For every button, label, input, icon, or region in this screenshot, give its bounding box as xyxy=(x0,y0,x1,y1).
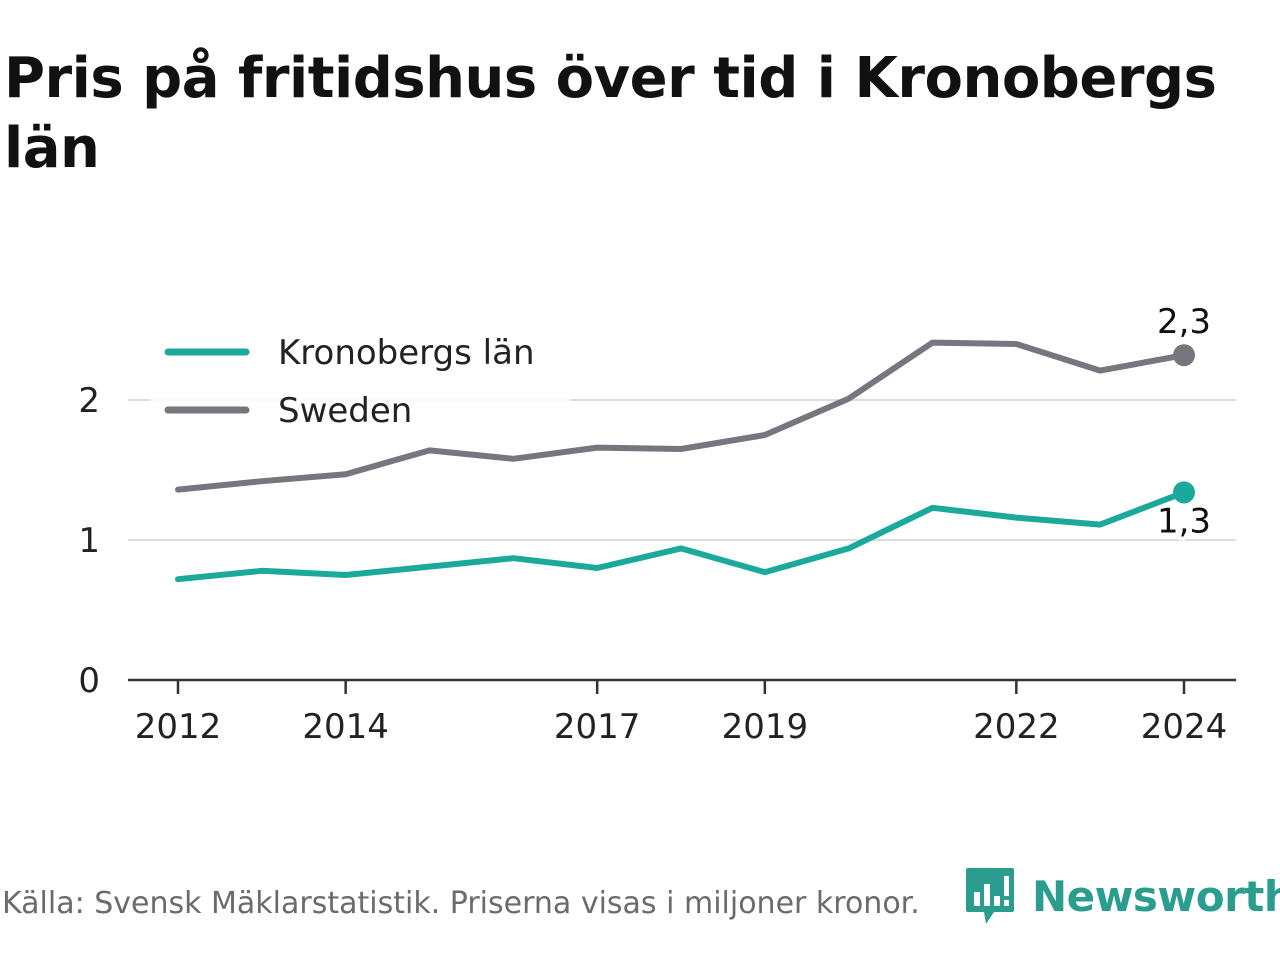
x-tick-label: 2012 xyxy=(135,707,222,747)
series-line-1 xyxy=(175,339,1187,493)
series-lines xyxy=(175,339,1195,583)
y-tick-label: 1 xyxy=(78,521,100,561)
y-tick-label: 2 xyxy=(78,381,100,421)
brand-logo[interactable]: Newsworthy xyxy=(964,866,1280,926)
end-label-halo: 2,3 xyxy=(1157,302,1211,342)
brand-name: Newsworthy xyxy=(1032,871,1280,921)
series-line-0 xyxy=(175,489,1187,583)
end-label-halo: 1,3 xyxy=(1157,501,1211,541)
end-labels: 1,31,32,32,3 xyxy=(1153,298,1215,545)
legend-label: Sweden xyxy=(278,391,412,431)
x-tick-label: 2022 xyxy=(973,707,1060,747)
source-note: Källa: Svensk Mäklarstatistik. Priserna … xyxy=(2,886,920,921)
x-tick-label: 2017 xyxy=(554,707,641,747)
series-end-marker xyxy=(1173,481,1195,504)
y-axis-tick-labels: 0 1 2 xyxy=(78,381,100,701)
series-end-marker xyxy=(1173,344,1195,367)
x-axis: 2012 2014 2017 2019 2022 2024 xyxy=(128,678,1236,747)
end-label: 2,3 xyxy=(1157,302,1211,342)
legend: Kronobergs län Sweden xyxy=(150,320,570,444)
legend-background xyxy=(150,320,570,444)
newsworthy-logo-icon xyxy=(966,868,1014,924)
end-label: 1,3 xyxy=(1157,501,1211,541)
x-tick-label: 2024 xyxy=(1141,707,1228,747)
x-tick-label: 2019 xyxy=(722,707,809,747)
x-tick-label: 2014 xyxy=(302,707,389,747)
chart-title: Pris på fritidshus över tid i Kronobergs… xyxy=(4,46,1217,181)
legend-label: Kronobergs län xyxy=(278,333,535,373)
y-tick-label: 0 xyxy=(78,661,100,701)
